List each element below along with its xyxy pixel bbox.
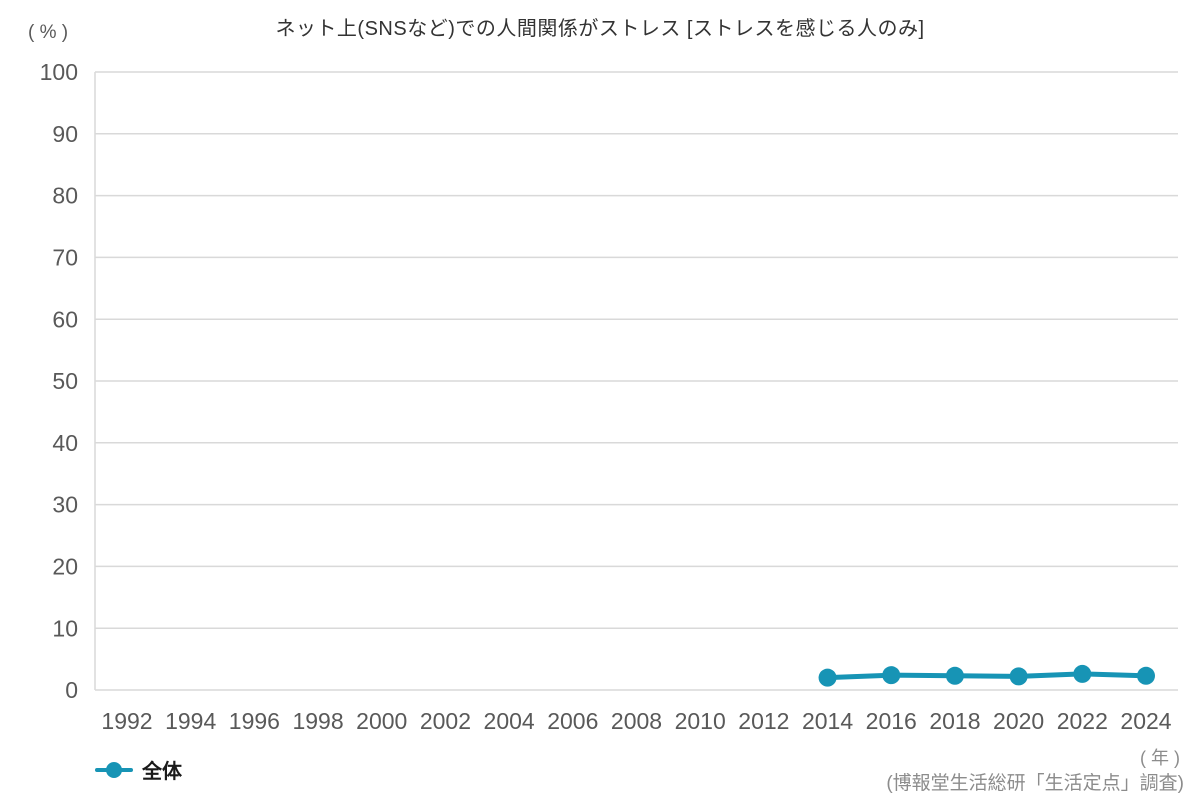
data-point-2018 bbox=[945, 666, 964, 685]
y-axis-tick-label: 30 bbox=[52, 492, 78, 518]
x-axis-tick-label: 1996 bbox=[229, 708, 280, 734]
x-axis-tick-label: 2016 bbox=[866, 708, 917, 734]
legend-marker-dot bbox=[106, 761, 122, 778]
y-axis-tick-label: 90 bbox=[52, 121, 78, 147]
x-axis-tick-label: 2012 bbox=[738, 708, 789, 734]
y-axis-tick-label: 70 bbox=[52, 244, 78, 270]
x-axis-tick-label: 2014 bbox=[802, 708, 853, 734]
data-point-2024 bbox=[1137, 666, 1155, 685]
y-axis-tick-label: 100 bbox=[40, 59, 78, 85]
legend-series-label: 全体 bbox=[142, 761, 182, 783]
source-note: (博報堂生活総研「生活定点」調査) bbox=[886, 773, 1184, 794]
data-point-2022 bbox=[1073, 664, 1092, 683]
x-axis-tick-label: 2018 bbox=[929, 708, 980, 734]
y-axis-tick-label: 20 bbox=[52, 553, 78, 579]
x-axis-tick-label: 2020 bbox=[993, 708, 1044, 734]
x-axis-tick-label: 2008 bbox=[611, 708, 662, 734]
x-axis-tick-label: 2006 bbox=[547, 708, 598, 734]
x-axis-tick-label: 1994 bbox=[165, 708, 216, 734]
data-point-2014 bbox=[818, 668, 837, 687]
x-axis-tick-label: 2004 bbox=[484, 708, 535, 734]
series-line-全体 bbox=[825, 671, 1149, 681]
x-axis-tick-label: 2000 bbox=[356, 708, 407, 734]
y-axis-unit-label: ( % ) bbox=[28, 22, 69, 43]
data-point-2016 bbox=[882, 666, 901, 685]
x-axis-tick-label: 1998 bbox=[292, 708, 343, 734]
legend: 全体 bbox=[95, 755, 182, 784]
x-axis-tick-label: 2002 bbox=[420, 708, 471, 734]
x-axis-tick-label: 2024 bbox=[1120, 708, 1171, 734]
legend-series-marker-icon bbox=[95, 761, 133, 779]
y-axis-tick-label: 10 bbox=[52, 615, 78, 641]
chart-title: ネット上(SNSなど)での人間関係がストレス [ストレスを感じる人のみ] bbox=[275, 18, 925, 40]
y-axis-tick-label: 50 bbox=[52, 368, 78, 394]
y-axis-tick-label: 40 bbox=[52, 430, 78, 456]
x-axis-tick-label: 1992 bbox=[101, 708, 152, 734]
y-axis-tick-label: 0 bbox=[65, 677, 78, 703]
x-axis-unit-label: ( 年 ) bbox=[1140, 748, 1180, 768]
data-point-2020 bbox=[1009, 667, 1028, 686]
x-axis-tick-label: 2022 bbox=[1057, 708, 1108, 734]
x-axis-tick-label: 2010 bbox=[675, 708, 726, 734]
y-axis-tick-label: 60 bbox=[52, 306, 78, 332]
y-axis-tick-label: 80 bbox=[52, 183, 78, 209]
